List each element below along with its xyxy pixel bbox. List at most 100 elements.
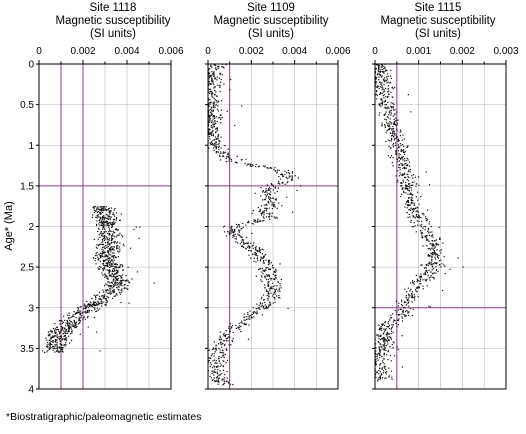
data-point	[116, 236, 118, 238]
data-point	[108, 228, 110, 230]
data-point	[212, 347, 215, 349]
data-point	[84, 306, 87, 308]
data-point	[266, 167, 268, 169]
data-point	[380, 102, 382, 104]
data-point	[221, 346, 223, 348]
data-point	[434, 258, 436, 260]
data-point	[391, 378, 393, 380]
data-point	[403, 138, 405, 140]
data-point	[274, 167, 276, 169]
data-point	[227, 333, 229, 336]
data-point	[108, 284, 110, 287]
data-point	[220, 147, 222, 149]
data-point	[399, 308, 401, 310]
data-point	[119, 281, 121, 284]
data-point	[232, 231, 234, 233]
data-point	[217, 127, 219, 129]
data-point	[215, 345, 217, 347]
data-point	[48, 333, 50, 336]
panel-title-site-1115: Site 1115 Magnetic susceptibility (SI un…	[353, 2, 523, 41]
data-point	[408, 190, 411, 192]
data-point	[262, 165, 265, 167]
data-point	[65, 328, 68, 331]
data-points	[41, 205, 155, 354]
data-point	[208, 357, 210, 359]
data-point	[408, 314, 410, 317]
data-point	[260, 205, 263, 207]
data-point	[403, 176, 406, 178]
data-point	[113, 259, 115, 261]
units-label: (SI units)	[89, 28, 136, 40]
data-point	[411, 295, 414, 297]
data-point	[392, 347, 394, 349]
data-point	[392, 128, 394, 130]
data-point	[64, 327, 66, 329]
data-point	[262, 294, 265, 296]
data-point	[109, 285, 111, 287]
data-point	[272, 189, 274, 191]
data-point	[444, 265, 446, 267]
data-point	[234, 161, 236, 163]
data-point	[219, 155, 221, 158]
data-point	[251, 212, 253, 214]
data-point	[376, 89, 378, 92]
data-point	[380, 66, 382, 68]
data-point	[269, 194, 272, 196]
data-point	[119, 250, 121, 252]
data-point	[102, 270, 104, 272]
data-point	[216, 366, 218, 368]
data-point	[208, 115, 210, 117]
data-point	[90, 302, 92, 304]
data-point	[106, 289, 108, 291]
data-point	[244, 322, 246, 324]
data-point	[211, 94, 213, 96]
data-point	[227, 336, 230, 338]
data-point	[109, 274, 112, 276]
data-point	[425, 280, 427, 282]
data-point	[394, 144, 397, 147]
data-point	[384, 113, 386, 115]
data-point	[104, 254, 106, 256]
data-point	[64, 319, 66, 322]
data-point	[291, 171, 294, 173]
data-point	[270, 292, 272, 294]
data-point	[100, 255, 102, 257]
data-point	[240, 325, 242, 328]
data-point	[215, 348, 217, 351]
data-point	[385, 111, 387, 113]
data-point	[111, 237, 113, 239]
data-point	[223, 360, 225, 362]
data-point	[410, 288, 412, 290]
data-point	[240, 321, 242, 324]
data-point	[243, 323, 245, 325]
data-point	[106, 277, 108, 279]
data-point	[119, 264, 121, 266]
data-point	[99, 298, 101, 300]
data-point	[102, 256, 104, 258]
data-point	[69, 326, 71, 328]
data-point	[212, 96, 214, 98]
data-point	[229, 323, 232, 325]
data-point	[254, 252, 257, 254]
data-point	[214, 146, 217, 148]
data-point	[266, 204, 268, 206]
data-point	[56, 339, 58, 341]
data-point	[379, 112, 381, 114]
data-point	[223, 382, 225, 384]
data-point	[265, 290, 268, 292]
data-point	[109, 223, 111, 225]
data-point	[55, 332, 57, 334]
data-point	[389, 354, 392, 357]
data-point	[276, 295, 278, 297]
data-point	[257, 250, 259, 253]
data-point	[374, 94, 377, 96]
data-point	[106, 222, 109, 225]
data-point	[268, 296, 270, 298]
data-point	[56, 328, 59, 330]
data-point	[266, 212, 268, 215]
data-point	[379, 74, 382, 76]
data-point	[434, 247, 436, 249]
data-point	[209, 118, 211, 120]
data-point	[95, 304, 97, 306]
data-point	[401, 305, 403, 307]
